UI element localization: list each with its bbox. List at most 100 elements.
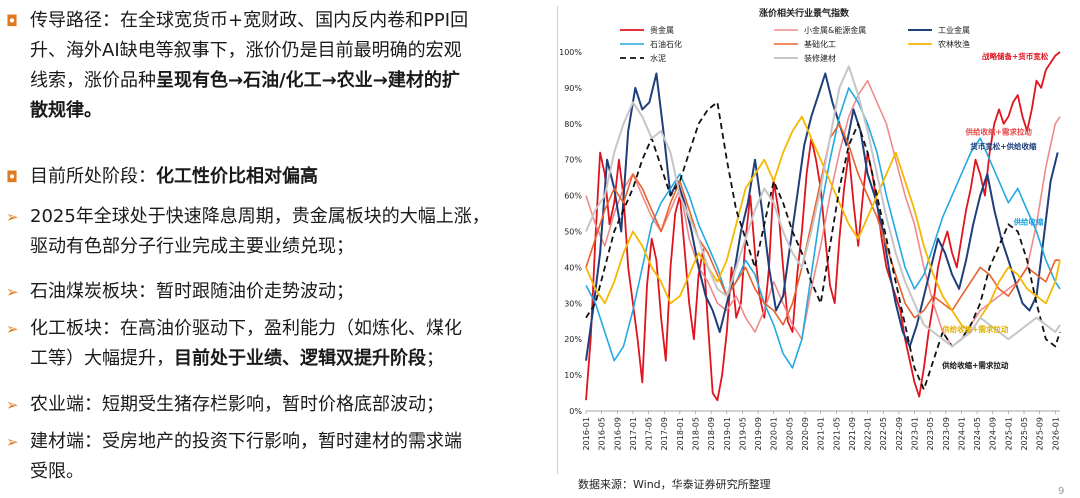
bullet5-line2-highlight: 目前处于业绩、逻辑双提升阶段	[174, 348, 426, 369]
bullet1-line3-text: 线索，涨价品种	[30, 70, 156, 91]
x-tick-label: 2020-01	[770, 417, 779, 450]
legend-label: 石油石化	[650, 39, 682, 49]
bullet1-line4: 散规律。	[30, 100, 102, 121]
y-tick-label: 50%	[564, 228, 582, 237]
arrow-bullet-icon: ➢	[6, 208, 19, 226]
bullet-current-stage: ◘ 目前所处阶段：化工性价比相对偏高	[6, 162, 318, 192]
x-tick-label: 2017-05	[645, 417, 654, 450]
series-line-农林牧渔	[585, 115, 1061, 333]
y-tick-label: 10%	[564, 371, 582, 380]
x-tick-label: 2019-09	[754, 417, 763, 450]
bullet5-line2: 工等）大幅提升，目前处于业绩、逻辑双提升阶段；	[6, 344, 462, 374]
annotation-label: 供给收缩+需求拉动	[941, 324, 1009, 334]
x-tick-label: 2020-05	[785, 417, 794, 450]
legend-label: 小金属&能源金属	[804, 25, 866, 35]
chart-series	[585, 51, 1061, 402]
x-tick-label: 2021-05	[832, 417, 841, 450]
arrow-bullet-icon: ➢	[6, 283, 19, 301]
text-panel: ◘ 传导路径：在全球宽货币+宽财政、国内反内卷和PPI回 升、海外AI缺电等叙事下…	[6, 6, 490, 487]
bullet-building-materials: ➢ 建材端：受房地产的投资下行影响，暂时建材的需求端 受限。	[6, 427, 462, 487]
chart-title: 涨价相关行业景气指数	[759, 7, 850, 19]
legend-label: 装修建材	[804, 53, 836, 63]
x-tick-label: 2024-01	[957, 417, 966, 450]
bullet6-text: 农业端：短期受生猪存栏影响，暂时价格底部波动；	[30, 394, 444, 415]
annotation-label: 供给收缩+需求拉动	[941, 360, 1009, 370]
x-tick-label: 2018-09	[707, 417, 716, 450]
x-tick-label: 2018-01	[676, 417, 685, 450]
square-bullet-icon: ◘	[6, 168, 18, 186]
x-tick-label: 2017-09	[660, 417, 669, 450]
x-tick-label: 2024-05	[973, 417, 982, 450]
bullet7-line1: 建材端：受房地产的投资下行影响，暂时建材的需求端	[30, 431, 462, 452]
x-tick-label: 2016-09	[613, 417, 622, 450]
bullet7-line2: 受限。	[30, 461, 84, 482]
x-tick-label: 2024-09	[989, 417, 998, 450]
legend-label: 基础化工	[804, 39, 836, 49]
x-tick-label: 2017-01	[629, 417, 638, 450]
bullet4-text: 石油煤炭板块：暂时跟随油价走势波动；	[30, 281, 354, 302]
series-line-工业金属	[585, 72, 1059, 361]
series-line-装修建材	[585, 65, 1061, 348]
x-tick-label: 2023-05	[926, 417, 935, 450]
x-tick-label: 2022-09	[895, 417, 904, 450]
legend-label: 工业金属	[938, 25, 970, 35]
bullet1-line3: 线索，涨价品种呈现有色→石油/化工→农业→建材的扩	[6, 66, 468, 96]
x-tick-label: 2016-01	[582, 417, 591, 450]
x-tick-label: 2023-09	[942, 417, 951, 450]
bullet3-line1: 2025年全球处于快速降息周期，贵金属板块的大幅上涨，	[30, 206, 490, 227]
y-tick-label: 100%	[559, 48, 582, 57]
x-tick-label: 2025-05	[1020, 417, 1029, 450]
x-tick-label: 2023-01	[911, 417, 920, 450]
chart-container: 0% 10% 20% 30% 40% 50% 60% 70% 80% 90% 100% 2016-01…	[558, 0, 1080, 498]
bullet1-line2: 升、海外AI缺电等叙事下，涨价仍是目前最明确的宏观	[30, 40, 462, 61]
series-line-水泥	[585, 101, 1061, 391]
annotation-label: 供给收缩+需求拉动	[965, 127, 1033, 137]
bullet-transmission-path: ◘ 传导路径：在全球宽货币+宽财政、国内反内卷和PPI回 升、海外AI缺电等叙事下…	[6, 6, 468, 126]
x-tick-label: 2022-05	[879, 417, 888, 450]
annotation-label: 战略储备+货币宽松	[982, 51, 1049, 61]
bullet2-highlight: 化工性价比相对偏高	[156, 166, 318, 187]
square-bullet-icon: ◘	[6, 12, 18, 30]
legend-label: 水泥	[650, 53, 666, 63]
bullet5-line2-text: 工等）大幅提升，	[30, 348, 174, 369]
y-tick-label: 20%	[564, 335, 582, 344]
y-tick-label: 80%	[564, 120, 582, 129]
bullet-precious-metals: ➢ 2025年全球处于快速降息周期，贵金属板块的大幅上涨， 驱动有色部分子行业完成…	[6, 202, 490, 262]
y-tick-label: 60%	[564, 192, 582, 201]
x-tick-label: 2022-01	[864, 417, 873, 450]
x-tick-label: 2026-01	[1051, 417, 1060, 450]
annotation-label: 货币宽松+供给收缩	[969, 141, 1037, 151]
series-line-石油石化	[585, 87, 1061, 369]
x-tick-label: 2021-09	[848, 417, 857, 450]
x-tick-label: 2020-09	[801, 417, 810, 450]
series-line-贵金属	[585, 51, 1061, 402]
y-tick-label: 70%	[564, 156, 582, 165]
arrow-bullet-icon: ➢	[6, 433, 19, 451]
x-tick-label: 2019-05	[738, 417, 747, 450]
bullet3-line2: 驱动有色部分子行业完成主要业绩兑现；	[30, 236, 354, 257]
x-tick-label: 2016-05	[598, 417, 607, 450]
y-tick-label: 40%	[564, 263, 582, 272]
series-line-小金属&能源金属	[585, 79, 1061, 348]
legend-label: 贵金属	[650, 25, 674, 35]
x-tick-label: 2025-09	[1036, 417, 1045, 450]
arrow-bullet-icon: ➢	[6, 396, 19, 414]
bullet5-line2-end: ；	[426, 348, 444, 369]
x-tick-label: 2018-05	[692, 417, 701, 450]
bullet1-line1: 传导路径：在全球宽货币+宽财政、国内反内卷和PPI回	[30, 10, 469, 31]
x-tick-label: 2021-01	[817, 417, 826, 450]
x-tick-label: 2025-01	[1004, 417, 1013, 450]
chart-annotations: 战略储备+货币宽松供给收缩+需求拉动货币宽松+供给收缩供给收缩供给收缩+需求拉动…	[941, 51, 1049, 370]
legend-label: 农林牧渔	[938, 39, 970, 49]
bullet-chemicals: ➢ 化工板块：在高油价驱动下，盈利能力（如炼化、煤化 工等）大幅提升，目前处于业绩…	[6, 314, 462, 374]
y-tick-label: 0%	[569, 407, 582, 416]
bullet5-line1: 化工板块：在高油价驱动下，盈利能力（如炼化、煤化	[30, 318, 462, 339]
y-tick-label: 30%	[564, 299, 582, 308]
page-number: 9	[1058, 486, 1065, 497]
line-chart: 0% 10% 20% 30% 40% 50% 60% 70% 80% 90% 100% 2016-01…	[559, 7, 1061, 450]
annotation-label: 供给收缩	[1013, 216, 1044, 226]
arrow-bullet-icon: ➢	[6, 320, 19, 338]
panel-divider	[557, 6, 558, 474]
bullet-oil-coal: ➢ 石油煤炭板块：暂时跟随油价走势波动；	[6, 277, 354, 307]
